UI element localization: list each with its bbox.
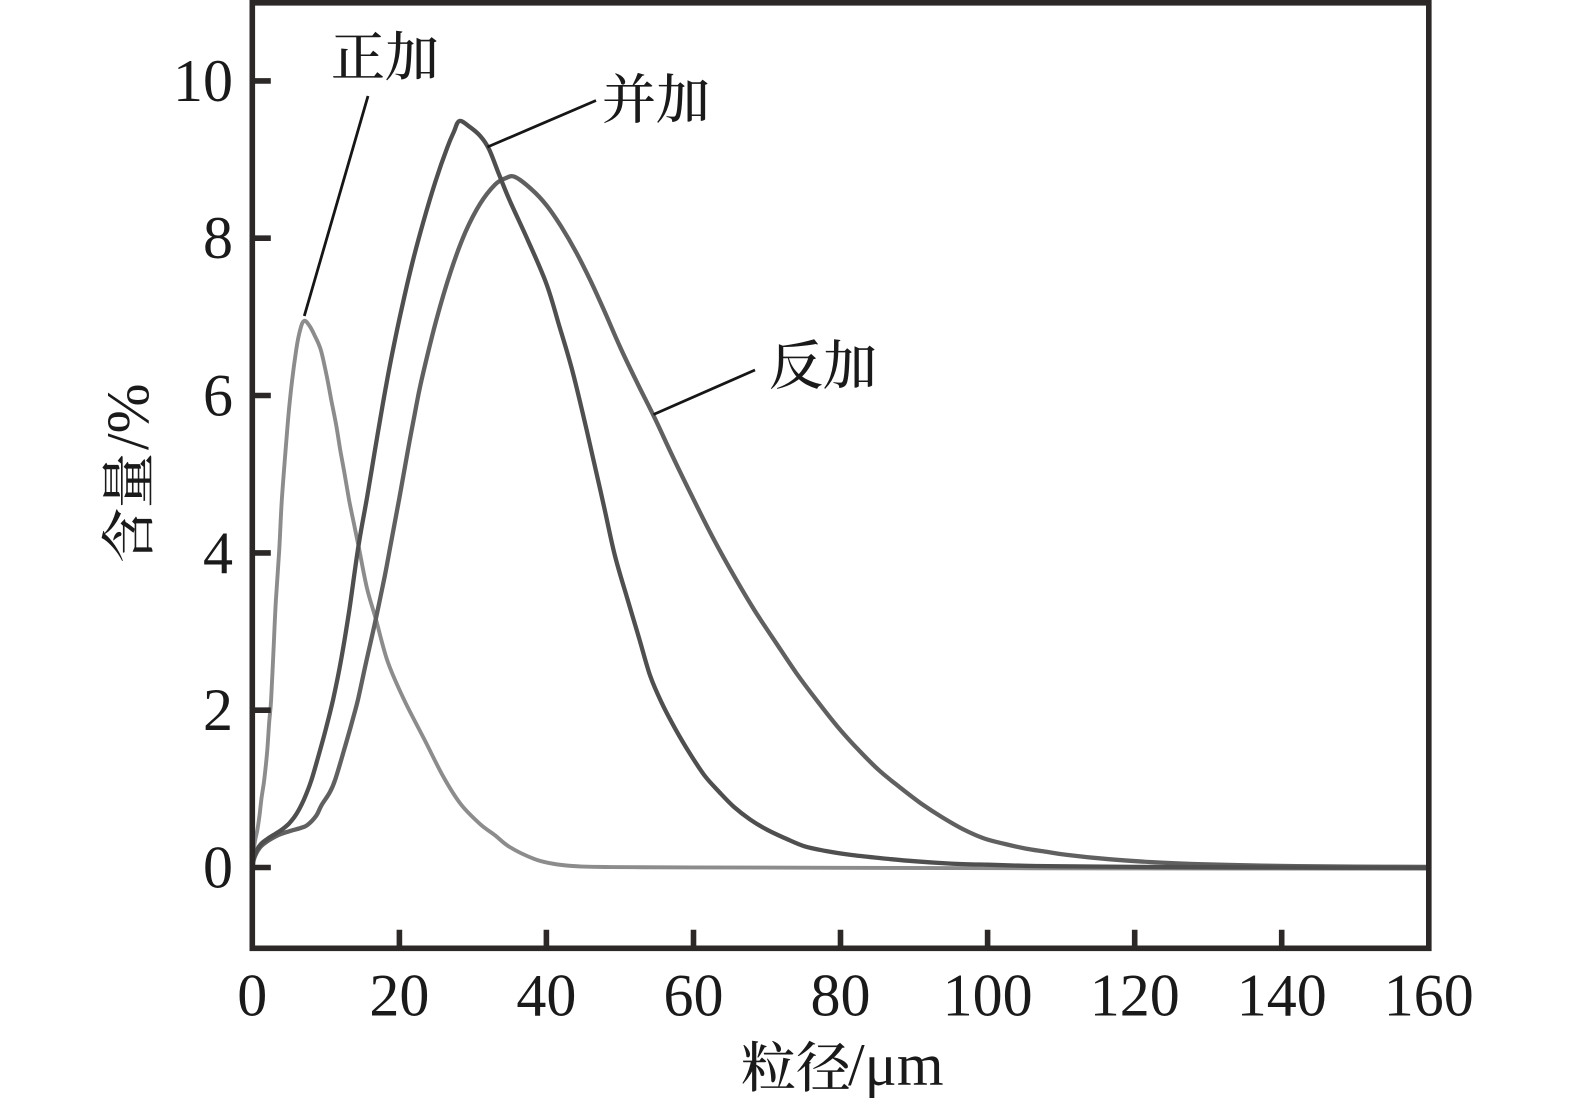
svg-text:/%: /% bbox=[95, 383, 161, 450]
svg-text:120: 120 bbox=[1090, 963, 1180, 1029]
svg-text:4: 4 bbox=[203, 520, 233, 586]
svg-text:0: 0 bbox=[237, 963, 267, 1029]
svg-text:80: 80 bbox=[811, 963, 871, 1029]
svg-text:160: 160 bbox=[1384, 963, 1474, 1029]
svg-text:/μm: /μm bbox=[848, 1032, 944, 1098]
svg-text:100: 100 bbox=[943, 963, 1033, 1029]
svg-text:6: 6 bbox=[203, 363, 233, 429]
svg-text:8: 8 bbox=[203, 205, 233, 271]
svg-text:10: 10 bbox=[173, 48, 233, 114]
svg-text:0: 0 bbox=[203, 835, 233, 901]
svg-text:140: 140 bbox=[1237, 963, 1327, 1029]
svg-text:2: 2 bbox=[203, 677, 233, 743]
svg-text:20: 20 bbox=[369, 963, 429, 1029]
svg-text:60: 60 bbox=[664, 963, 724, 1029]
svg-text:40: 40 bbox=[516, 963, 576, 1029]
